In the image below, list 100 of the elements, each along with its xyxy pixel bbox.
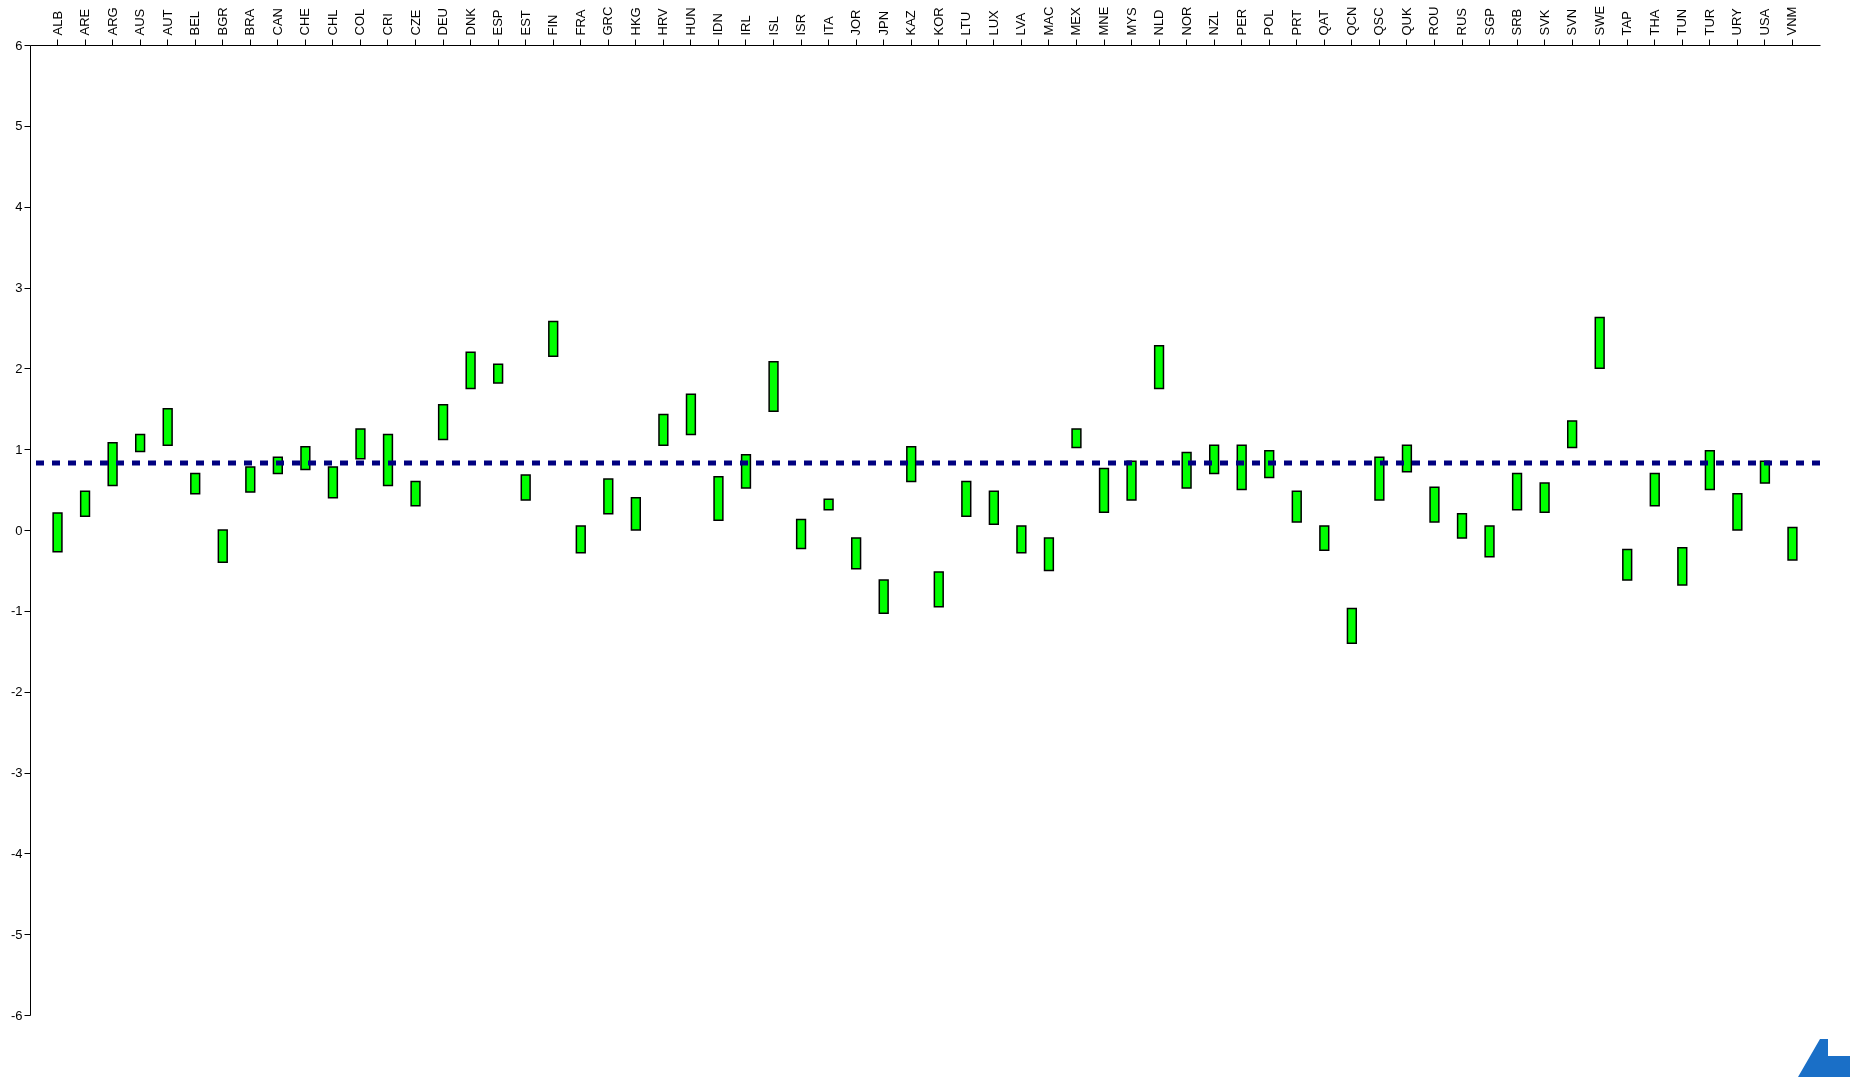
x-tick-label: QUK — [1398, 7, 1414, 36]
x-tick-label: SVK — [1536, 9, 1552, 36]
y-tick-label: -5 — [10, 926, 23, 942]
x-tick-label: CHL — [324, 9, 340, 36]
x-tick-label: KAZ — [903, 10, 919, 36]
x-tick-label: VNM — [1784, 6, 1800, 36]
bar — [933, 571, 944, 608]
x-tick-label: TUN — [1674, 8, 1690, 36]
bar — [1677, 547, 1688, 586]
bar — [1016, 525, 1027, 554]
bar — [961, 480, 972, 518]
y-tick-label: -6 — [10, 1007, 23, 1023]
bar — [685, 393, 697, 436]
bar — [1649, 472, 1660, 507]
x-tick-label: EST — [517, 10, 533, 36]
x-tick-label: ROU — [1426, 6, 1442, 36]
bar — [823, 498, 834, 511]
y-tick-label: 3 — [15, 280, 23, 295]
x-tick-label: SRB — [1509, 8, 1525, 36]
x-tick-label: LVA — [1013, 12, 1029, 36]
bar — [1622, 548, 1633, 581]
bar — [1539, 482, 1550, 513]
x-tick-label: TAP — [1619, 11, 1635, 36]
bar — [52, 512, 63, 553]
x-tick-label: HKG — [627, 7, 643, 36]
bar — [713, 475, 724, 522]
bar — [135, 433, 146, 453]
bar — [520, 474, 531, 501]
bar — [1181, 451, 1192, 489]
x-tick-label: DNK — [462, 7, 478, 36]
bar — [1153, 344, 1165, 390]
x-tick-label: NLD — [1151, 9, 1167, 36]
bar — [906, 445, 917, 483]
x-tick-label: NZL — [1206, 10, 1222, 36]
bar — [1374, 456, 1385, 501]
bar — [327, 466, 339, 499]
x-tick-label: IRL — [738, 15, 753, 36]
y-tick-label: -3 — [10, 765, 23, 780]
x-tick-label: SGP — [1481, 8, 1497, 36]
x-tick-label: COL — [352, 8, 368, 36]
bar — [217, 529, 228, 564]
bar — [79, 490, 91, 518]
bar — [795, 518, 807, 550]
bar — [768, 361, 779, 412]
bar — [465, 351, 476, 390]
x-tick-label: USA — [1756, 8, 1772, 36]
y-tick-label: 1 — [15, 441, 23, 457]
bar — [1319, 525, 1330, 551]
x-tick-label: DEU — [435, 8, 451, 36]
bar — [355, 428, 366, 460]
x-tick-label: ISL — [765, 15, 781, 36]
x-tick-label: MAC — [1040, 6, 1056, 36]
bar — [300, 445, 311, 471]
y-tick-label: 0 — [15, 522, 23, 538]
bar — [1484, 525, 1495, 558]
x-tick-label: SWE — [1591, 5, 1607, 36]
bar — [1098, 467, 1110, 513]
bar — [1787, 526, 1798, 561]
bar — [988, 490, 999, 526]
x-tick-label: CRI — [380, 13, 395, 36]
y-tick-label: -4 — [10, 845, 23, 861]
bar — [1567, 420, 1578, 449]
x-tick-label: CHE — [297, 7, 313, 36]
x-tick-label: POL — [1261, 9, 1277, 36]
y-tick-label: 6 — [15, 37, 23, 53]
x-tick-label: BGR — [214, 7, 230, 36]
bar — [107, 441, 118, 487]
bar — [548, 320, 559, 357]
x-tick-label: FIN — [545, 14, 561, 36]
x-tick-label: AUT — [159, 9, 175, 36]
x-tick-label: THA — [1646, 9, 1662, 36]
bar — [575, 525, 586, 554]
y-tick-label: -2 — [10, 684, 23, 700]
x-tick-label: TUR — [1701, 8, 1717, 36]
x-tick-label: MYS — [1123, 7, 1139, 36]
bar — [1594, 316, 1605, 370]
x-tick-label: HUN — [682, 7, 698, 36]
y-tick-label: 5 — [15, 118, 23, 134]
x-tick-label: QSC — [1371, 7, 1387, 36]
x-tick-label: ESP — [490, 9, 506, 36]
x-tick-label: ISR — [793, 13, 809, 36]
bar — [630, 496, 641, 531]
x-tick-label: JPN — [875, 10, 891, 36]
x-tick-label: SVN — [1564, 8, 1580, 36]
x-tick-label: ARG — [104, 7, 120, 36]
bar — [1071, 428, 1082, 449]
x-tick-label: MEX — [1068, 7, 1084, 36]
bar — [410, 480, 421, 507]
bar — [1209, 444, 1220, 475]
y-tick-label: 4 — [15, 199, 23, 215]
bar — [603, 478, 614, 515]
bar — [437, 403, 449, 441]
bar — [1429, 486, 1440, 523]
bar — [1511, 472, 1523, 511]
x-tick-label: NOR — [1178, 6, 1194, 36]
bar — [1043, 537, 1055, 572]
x-tick-label: MNE — [1096, 6, 1111, 36]
bar — [162, 408, 173, 446]
bar — [851, 537, 862, 570]
bar — [1732, 492, 1743, 531]
